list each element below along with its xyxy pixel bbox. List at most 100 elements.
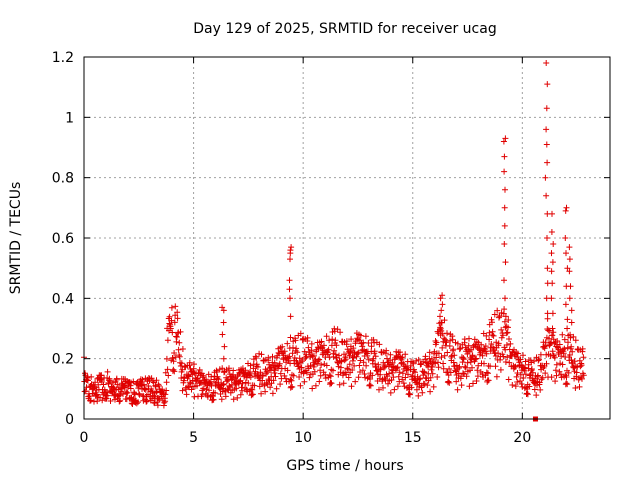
data-point <box>549 280 556 287</box>
data-point <box>512 383 519 390</box>
data-point <box>279 343 286 350</box>
data-point <box>489 328 496 335</box>
data-point <box>578 362 585 369</box>
data-point <box>398 359 405 366</box>
data-point <box>493 373 500 380</box>
data-point <box>559 361 566 368</box>
data-point <box>428 366 435 373</box>
chart-title: Day 129 of 2025, SRMTID for receiver uca… <box>193 21 496 37</box>
data-point <box>163 387 170 394</box>
data-point <box>177 328 184 335</box>
data-point <box>544 235 550 241</box>
data-point <box>474 373 481 380</box>
data-point <box>143 398 150 405</box>
data-point <box>365 356 372 363</box>
data-point <box>512 363 519 370</box>
data-point <box>502 186 508 193</box>
data-point <box>566 352 573 358</box>
data-point <box>548 295 555 302</box>
data-point <box>565 369 572 376</box>
data-point <box>549 310 556 317</box>
data-point <box>462 364 469 371</box>
plot-frame <box>83 56 611 420</box>
data-point <box>567 334 574 341</box>
data-point <box>341 351 347 358</box>
data-point <box>301 348 308 355</box>
data-point <box>568 343 575 350</box>
data-point <box>318 338 325 345</box>
data-point <box>311 352 317 359</box>
data-point <box>551 354 558 361</box>
data-point <box>522 358 529 365</box>
y-tick-label: 0.2 <box>52 352 74 368</box>
data-point <box>352 378 359 385</box>
data-point <box>314 360 321 367</box>
data-point <box>408 384 415 391</box>
data-point <box>485 370 491 377</box>
data-point <box>248 392 255 399</box>
data-point <box>168 317 175 324</box>
data-point <box>343 371 350 378</box>
data-point <box>390 374 397 381</box>
data-point <box>245 380 252 387</box>
data-point <box>548 268 555 275</box>
data-point <box>238 384 245 391</box>
data-point <box>549 325 556 332</box>
data-point <box>344 365 351 372</box>
data-point <box>473 378 480 384</box>
data-point <box>348 336 355 343</box>
data-point <box>564 381 571 388</box>
data-point <box>368 343 375 350</box>
data-point <box>522 364 529 371</box>
data-point <box>117 397 124 404</box>
data-point <box>133 400 140 407</box>
data-point <box>566 244 573 251</box>
data-point <box>434 374 441 380</box>
data-point <box>439 292 446 299</box>
data-point <box>437 313 443 320</box>
x-tick-label: 20 <box>513 430 531 446</box>
data-point <box>124 389 131 396</box>
data-point <box>277 381 284 388</box>
data-point <box>233 385 240 392</box>
data-point <box>363 362 370 369</box>
data-point <box>336 352 342 359</box>
data-point <box>176 353 183 360</box>
data-point <box>422 353 429 360</box>
data-point <box>502 359 509 365</box>
data-point <box>488 341 495 347</box>
data-point <box>485 377 492 384</box>
data-point <box>502 295 508 302</box>
data-point <box>353 353 360 360</box>
x-tick-label: 0 <box>80 430 89 446</box>
data-point <box>354 350 361 357</box>
data-point <box>329 336 336 343</box>
data-point <box>569 348 576 355</box>
data-point <box>572 337 579 344</box>
data-point <box>447 337 454 344</box>
data-point <box>262 388 269 395</box>
data-point <box>290 372 297 379</box>
data-point <box>219 365 226 372</box>
data-point <box>549 259 556 266</box>
data-point <box>212 390 219 396</box>
data-point <box>553 361 560 368</box>
data-point <box>365 340 372 346</box>
data-point <box>533 392 540 399</box>
data-point <box>143 398 150 405</box>
data-point <box>396 369 403 376</box>
data-point <box>579 375 585 382</box>
data-point <box>254 364 261 370</box>
data-point <box>514 350 521 357</box>
data-point <box>446 343 453 349</box>
data-point <box>561 345 568 352</box>
data-point <box>501 306 508 313</box>
data-point <box>568 319 575 326</box>
data-point <box>554 338 561 344</box>
data-point <box>439 344 446 351</box>
data-point <box>177 363 184 369</box>
data-point <box>459 359 466 366</box>
data-point <box>366 381 373 388</box>
data-point <box>386 370 393 377</box>
data-point <box>483 350 490 357</box>
